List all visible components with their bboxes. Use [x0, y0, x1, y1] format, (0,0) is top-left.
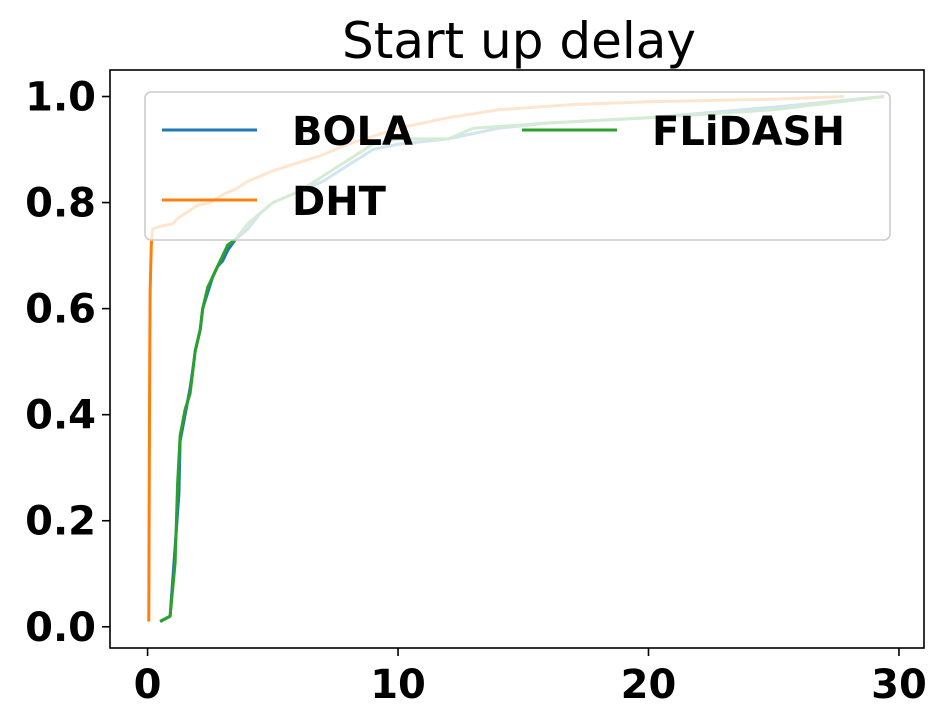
- y-tick-label: 0.4: [25, 393, 96, 439]
- legend-label-bola: BOLA: [292, 109, 413, 155]
- legend-box: [144, 91, 891, 241]
- y-tick-label: 0.0: [25, 605, 96, 651]
- x-tick-label: 0: [134, 662, 162, 708]
- legend-label-dht: DHT: [292, 179, 387, 225]
- y-tick-label: 0.2: [25, 499, 96, 545]
- chart-title: Start up delay: [342, 12, 696, 70]
- y-tick-label: 1.0: [25, 75, 96, 121]
- plot-frame: [109, 69, 925, 649]
- x-tick-label: 10: [370, 662, 426, 708]
- x-tick-label: 30: [871, 662, 927, 708]
- y-tick-label: 0.6: [25, 287, 96, 333]
- legend-label-flidash: FLiDASH: [652, 109, 845, 155]
- y-tick-label: 0.8: [25, 181, 96, 227]
- x-tick-label: 20: [621, 662, 677, 708]
- y-axis: 0.0 0.2 0.4 0.6 0.8 1.0: [25, 75, 110, 651]
- legend: BOLA DHT FLiDASH: [144, 91, 891, 241]
- x-axis: 0 10 20 30: [134, 648, 927, 708]
